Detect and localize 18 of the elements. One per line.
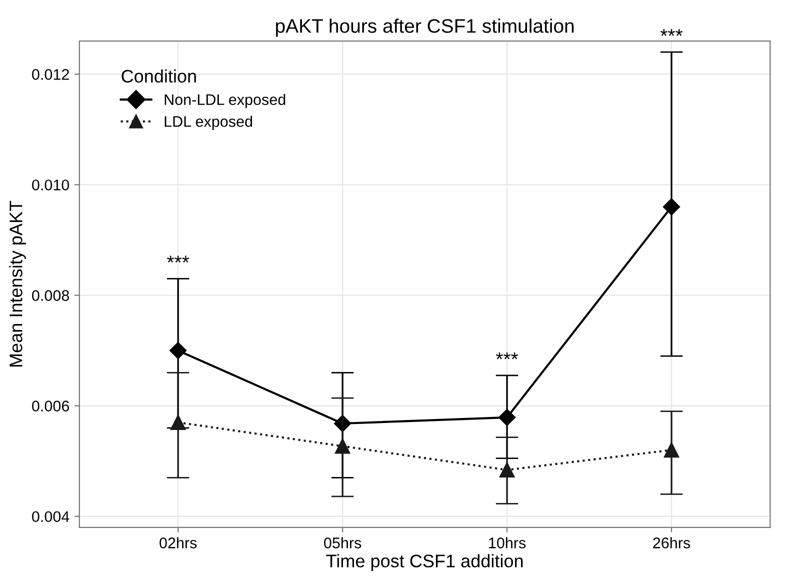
annotation: *** <box>167 256 190 263</box>
annotation: *** <box>660 29 683 36</box>
y-tick-label: 0.010 <box>32 180 70 190</box>
x-tick-label: 02hrs <box>160 537 197 548</box>
x-tick-label: 26hrs <box>653 537 690 548</box>
legend-label: Non-LDL exposed <box>164 94 286 108</box>
y-tick-label: 0.006 <box>32 400 70 412</box>
legend-title: Condition <box>122 69 196 83</box>
legend-label: LDL exposed <box>164 116 252 130</box>
annotation: *** <box>496 352 518 360</box>
x-axis-title: Time post CSF1 addition <box>326 554 523 571</box>
x-tick-label: 10hrs <box>489 537 526 548</box>
y-axis-title: Mean Intensity pAKT <box>9 200 26 367</box>
y-tick-label: 0.004 <box>32 511 70 522</box>
chart-title: pAKT hours after CSF1 stimulation <box>276 18 574 37</box>
y-tick-label: 0.012 <box>32 69 69 80</box>
y-tick-label: 0.008 <box>32 290 70 301</box>
x-tick-label: 05hrs <box>324 537 362 548</box>
